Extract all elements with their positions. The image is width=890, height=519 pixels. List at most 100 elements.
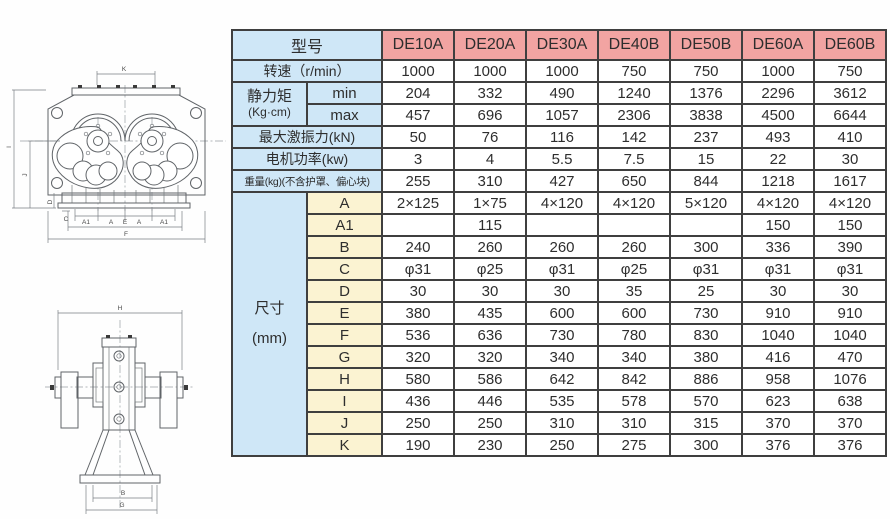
table-cell: 275 xyxy=(597,433,671,457)
dim-row-e: E 380 435 600 600 730 910 910 xyxy=(232,301,887,325)
table-cell: 300 xyxy=(669,433,743,457)
dim-d-label: D xyxy=(47,199,54,204)
table-cell: 457 xyxy=(381,103,455,127)
dim-name-e: E xyxy=(306,301,383,325)
table-cell: 1000 xyxy=(453,59,527,83)
table-cell: 310 xyxy=(597,411,671,435)
table-cell: 410 xyxy=(813,125,887,149)
table-cell: 300 xyxy=(669,235,743,259)
table-cell: 3 xyxy=(381,147,455,171)
table-cell: 1000 xyxy=(381,59,455,83)
table-cell: 2306 xyxy=(597,103,671,127)
table-cell: 15 xyxy=(669,147,743,171)
table-cell: 76 xyxy=(453,125,527,149)
row-sublabel-max: max xyxy=(306,103,383,127)
model-col-de10a: DE10A xyxy=(381,29,455,61)
dimensions-unit: (mm) xyxy=(252,330,287,347)
table-cell: 5×120 xyxy=(669,191,743,215)
table-cell: 315 xyxy=(669,411,743,435)
dim-h-label: H xyxy=(118,305,123,312)
model-col-de30a: DE30A xyxy=(525,29,599,61)
model-col-de50b: DE50B xyxy=(669,29,743,61)
row-label-dimensions: 尺寸 (mm) xyxy=(231,191,308,457)
dim-f-label: F xyxy=(124,231,128,238)
dim-row-d: D 30 30 30 35 25 30 30 xyxy=(232,279,887,303)
table-cell: 910 xyxy=(813,301,887,325)
dim-name-b: B xyxy=(306,235,383,259)
table-cell: φ25 xyxy=(597,257,671,281)
static-moment-title: 静力矩 xyxy=(246,88,292,106)
table-cell: 340 xyxy=(525,345,599,369)
dim-b-label: B xyxy=(121,490,125,497)
table-cell: 390 xyxy=(813,235,887,259)
table-cell: 3838 xyxy=(669,103,743,127)
table-cell: 2×125 xyxy=(381,191,455,215)
table-cell: 638 xyxy=(813,389,887,413)
row-sublabel-min: min xyxy=(306,81,383,105)
table-cell: 580 xyxy=(381,367,455,391)
dim-row-g: G 320 320 340 340 380 416 470 xyxy=(232,345,887,369)
table-cell: 340 xyxy=(597,345,671,369)
table-cell: 886 xyxy=(669,367,743,391)
table-cell: 436 xyxy=(381,389,455,413)
table-cell: 380 xyxy=(669,345,743,369)
table-cell: 4×120 xyxy=(813,191,887,215)
table-cell: 1057 xyxy=(525,103,599,127)
table-cell: 493 xyxy=(741,125,815,149)
table-cell: 623 xyxy=(741,389,815,413)
table-cell: 600 xyxy=(597,301,671,325)
table-cell: φ31 xyxy=(381,257,455,281)
table-cell: 370 xyxy=(813,411,887,435)
dim-name-d: D xyxy=(306,279,383,303)
eccentric-cylinders xyxy=(50,371,188,429)
dim-j-label: J xyxy=(22,173,29,176)
table-cell: 310 xyxy=(453,169,527,193)
pedestal-base xyxy=(79,429,161,484)
table-cell: 416 xyxy=(741,345,815,369)
table-cell: 4×120 xyxy=(741,191,815,215)
table-cell: 30 xyxy=(381,279,455,303)
dim-name-a1: A1 xyxy=(306,213,383,237)
max-force-row: 最大激振力(kN) 50 76 116 142 237 493 410 xyxy=(231,125,887,149)
model-col-de60a: DE60A xyxy=(741,29,815,61)
table-cell: φ25 xyxy=(453,257,527,281)
table-cell: 427 xyxy=(525,169,599,193)
table-cell: 230 xyxy=(453,433,527,457)
dim-i-label: I xyxy=(6,146,13,148)
dim-row-c: C φ31 φ25 φ31 φ25 φ31 φ31 φ31 xyxy=(232,257,887,281)
eccentric-mass-right xyxy=(126,123,199,189)
table-cell: 1×75 xyxy=(453,191,527,215)
dim-a1-right-label: A1 xyxy=(160,219,168,226)
table-cell: 910 xyxy=(741,301,815,325)
model-col-de60b: DE60B xyxy=(813,29,887,61)
model-col-de20a: DE20A xyxy=(453,29,527,61)
table-cell: 636 xyxy=(453,323,527,347)
table-cell xyxy=(525,213,599,237)
table-cell: 750 xyxy=(597,59,671,83)
table-cell: φ31 xyxy=(669,257,743,281)
table-cell: 1000 xyxy=(741,59,815,83)
eccentric-mass-left xyxy=(51,123,124,189)
dim-name-f: F xyxy=(306,323,383,347)
table-cell: 4 xyxy=(453,147,527,171)
table-cell: 600 xyxy=(525,301,599,325)
table-cell: 370 xyxy=(741,411,815,435)
table-cell: 4×120 xyxy=(597,191,671,215)
dim-name-a: A xyxy=(306,191,383,215)
dim-name-g: G xyxy=(306,345,383,369)
dim-a-left-label: A xyxy=(109,219,114,226)
table-cell: 115 xyxy=(453,213,527,237)
dim-name-c: C xyxy=(306,257,383,281)
table-cell: φ31 xyxy=(741,257,815,281)
table-cell: 190 xyxy=(381,433,455,457)
table-cell: 22 xyxy=(741,147,815,171)
table-cell: 310 xyxy=(525,411,599,435)
table-cell: 332 xyxy=(453,81,527,105)
model-header-label: 型号 xyxy=(231,29,383,61)
table-cell: 240 xyxy=(381,235,455,259)
table-cell: 650 xyxy=(597,169,671,193)
dim-e-label: E xyxy=(123,219,128,226)
table-cell: 150 xyxy=(741,213,815,237)
table-cell: 1040 xyxy=(741,323,815,347)
